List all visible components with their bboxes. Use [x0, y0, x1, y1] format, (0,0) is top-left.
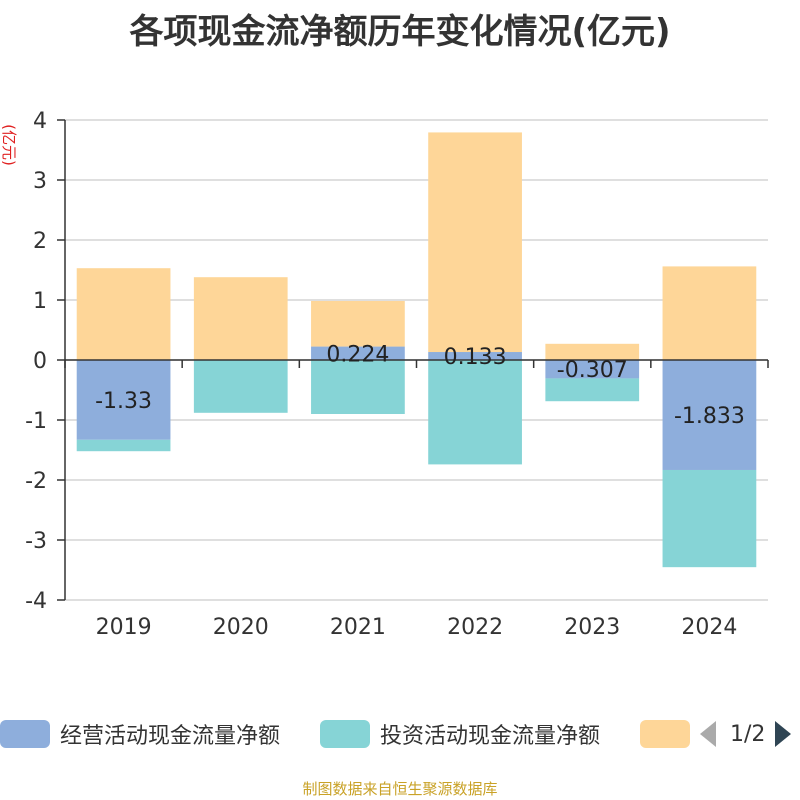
legend-label-operating: 经营活动现金流量净额 [60, 724, 281, 749]
y-tick-label: -1 [25, 409, 47, 434]
legend-item-investing[interactable]: 投资活动现金流量净额 [320, 716, 600, 752]
chevron-left-icon[interactable] [700, 721, 716, 747]
bar-2024-series-1 [662, 469, 757, 568]
data-label-2024: -1.833 [674, 404, 745, 429]
bar-2023-series-1 [545, 378, 640, 402]
legend-item-financing[interactable] [640, 716, 700, 752]
bar-2019-series-2 [76, 268, 171, 360]
x-tick-label: 2022 [447, 615, 503, 640]
x-tick-label: 2019 [96, 615, 152, 640]
y-tick-label: 2 [33, 229, 47, 254]
bar-2022-series-0 [428, 352, 522, 360]
y-tick-label: 4 [33, 109, 47, 134]
legend-label-investing: 投资活动现金流量净额 [380, 724, 601, 749]
bar-2019-series-0 [76, 360, 171, 440]
y-tick-label: -2 [25, 469, 47, 494]
bar-2024-series-0 [662, 360, 757, 470]
bar-2021-series-0 [311, 346, 405, 360]
bar-2020-series-1 [193, 360, 288, 413]
legend-swatch-financing [640, 720, 690, 748]
data-label-2022: 0.133 [444, 345, 507, 370]
data-label-2019: -1.33 [95, 389, 152, 414]
bar-2020-series-2 [193, 277, 288, 360]
x-tick-label: 2024 [681, 615, 737, 640]
legend-item-operating[interactable]: 经营活动现金流量净额 [0, 716, 280, 752]
bar-2024-series-2 [662, 266, 757, 360]
y-tick-label: -3 [25, 529, 47, 554]
x-tick-label: 2020 [213, 615, 269, 640]
bar-2021-series-2 [311, 300, 405, 347]
data-label-2023: -0.307 [557, 358, 628, 383]
chevron-right-icon[interactable] [775, 721, 792, 747]
y-tick-label: 0 [33, 349, 47, 374]
y-tick-label: -4 [25, 589, 47, 614]
legend-pager: 1/2 [700, 716, 792, 752]
bar-2022-series-1 [428, 360, 522, 465]
bar-2023-series-2 [545, 343, 640, 360]
y-tick-label: 3 [33, 169, 47, 194]
data-label-2021: 0.224 [326, 342, 389, 367]
bar-2019-series-1 [76, 439, 171, 452]
bar-2023-series-0 [545, 360, 640, 379]
legend-swatch-investing [320, 720, 370, 748]
y-tick-label: 1 [33, 289, 47, 314]
bar-2021-series-1 [311, 360, 405, 414]
y-axis-label: (亿元) [0, 124, 18, 166]
legend-swatch-operating [0, 720, 50, 748]
legend-page-indicator: 1/2 [730, 721, 766, 747]
x-tick-label: 2021 [330, 615, 386, 640]
bar-2022-series-2 [428, 132, 522, 353]
chart-title: 各项现金流净额历年变化情况(亿元) [129, 12, 671, 52]
source-note: 制图数据来自恒生聚源数据库 [302, 780, 498, 798]
x-tick-label: 2023 [564, 615, 620, 640]
